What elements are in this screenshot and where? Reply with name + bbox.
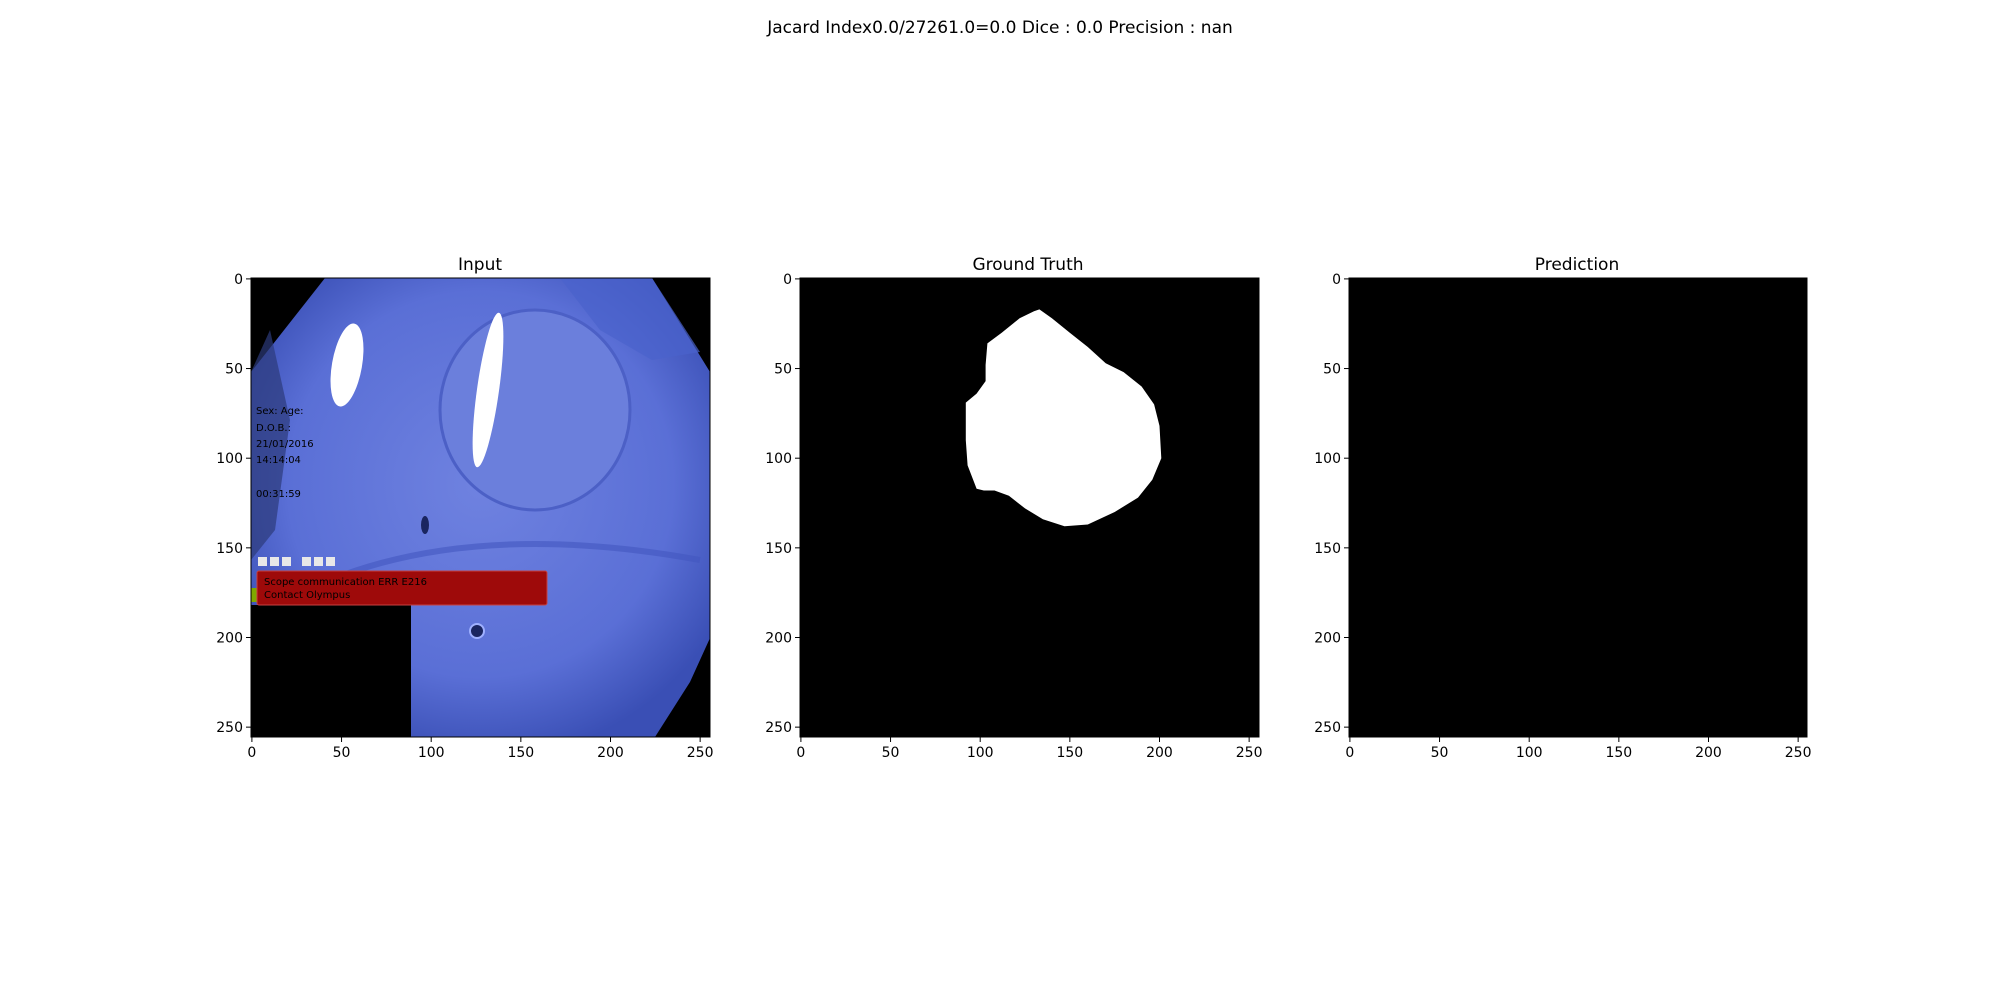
ground-truth-ytick-label: 100	[765, 451, 792, 467]
ground-truth-xtick-label: 100	[967, 745, 994, 761]
input-ytick-label: 250	[216, 720, 243, 736]
prediction-ytick-label: 250	[1314, 720, 1341, 736]
input-fold-line	[328, 541, 701, 583]
input-xtick-label: 0	[247, 745, 256, 761]
input-dark-spot	[421, 516, 429, 534]
prediction-xtick-label: 100	[1516, 745, 1543, 761]
input-ytick-label: 50	[225, 362, 243, 378]
input-polyp	[438, 308, 632, 512]
input-image: Sex: Age: D.O.B.: 21/01/2016 14:14:04 00…	[251, 278, 710, 737]
input-osd-green-marker	[251, 588, 257, 602]
ground-truth-ytick-label: 250	[765, 720, 792, 736]
panel-ground-truth-title: Ground Truth	[972, 255, 1083, 275]
input-ytick-label: 150	[216, 541, 243, 557]
prediction-xtick-label: 250	[1785, 745, 1812, 761]
ground-truth-ytick-label: 50	[774, 362, 792, 378]
prediction-ytick-label: 50	[1323, 362, 1341, 378]
ground-truth-xtick-label: 0	[796, 745, 805, 761]
osd-dob-label: D.O.B.:	[256, 423, 291, 434]
input-xtick-label: 250	[687, 745, 714, 761]
ground-truth-xtick-label: 150	[1056, 745, 1083, 761]
panel-prediction: Prediction 0 50 100 150 200 25005010015020025…	[1314, 255, 1811, 761]
panel-ground-truth: Ground Truth 0 50 100 150 200 250050100150200…	[765, 255, 1262, 761]
input-glare-right	[472, 312, 504, 468]
input-left-shadow	[251, 330, 290, 560]
input-glare-left	[330, 323, 364, 407]
ground-truth-ytick-label: 0	[783, 272, 792, 288]
input-ytick-label: 100	[216, 451, 243, 467]
prediction-xtick-label: 0	[1345, 745, 1354, 761]
prediction-xtick-label: 150	[1605, 745, 1632, 761]
input-xtick-label: 200	[597, 745, 624, 761]
input-ytick-label: 200	[216, 630, 243, 646]
osd-date: 21/01/2016	[256, 439, 314, 450]
input-error-line2: Contact Olympus	[264, 590, 350, 601]
ground-truth-ytick-label: 150	[765, 541, 792, 557]
osd-elapsed: 00:31:59	[256, 489, 301, 500]
prediction-xtick-label: 50	[1431, 745, 1449, 761]
input-xtick-label: 150	[507, 745, 534, 761]
osd-time: 14:14:04	[256, 455, 301, 466]
ground-truth-xtick-label: 250	[1236, 745, 1263, 761]
panel-input-frame	[250, 277, 711, 738]
input-xtick-label: 50	[333, 745, 351, 761]
input-osd-squares	[258, 557, 335, 566]
panel-input-title: Input	[458, 255, 502, 275]
input-error-box	[256, 570, 548, 606]
prediction-ytick-label: 150	[1314, 541, 1341, 557]
osd-sex-line: Sex: Age:	[256, 406, 304, 417]
prediction-ytick-label: 100	[1314, 451, 1341, 467]
ground-truth-ytick-label: 200	[765, 630, 792, 646]
input-black-corner	[251, 605, 411, 737]
prediction-background	[1349, 278, 1807, 737]
input-osd-text: Sex: Age: D.O.B.: 21/01/2016 14:14:04 00…	[256, 406, 314, 500]
panel-input: Input Sex: Age: D.O.B.: 21/01/2016 14:14…	[216, 255, 713, 761]
input-error-line1: Scope communication ERR E216	[264, 577, 427, 588]
panel-ground-truth-frame	[799, 277, 1260, 738]
input-bubble	[469, 623, 485, 639]
panel-prediction-title: Prediction	[1535, 255, 1619, 275]
ground-truth-mask	[965, 309, 1162, 527]
input-upper-right-fold	[560, 278, 700, 360]
prediction-ytick-label: 0	[1332, 272, 1341, 288]
ground-truth-xtick-label: 50	[882, 745, 900, 761]
prediction-xtick-label: 200	[1695, 745, 1722, 761]
prediction-ytick-label: 200	[1314, 630, 1341, 646]
ground-truth-xtick-label: 200	[1146, 745, 1173, 761]
panel-prediction-frame	[1348, 277, 1808, 738]
input-xtick-label: 100	[418, 745, 445, 761]
figure-suptitle: Jacard Index0.0/27261.0=0.0 Dice : 0.0 P…	[766, 18, 1233, 38]
input-ytick-label: 0	[234, 272, 243, 288]
